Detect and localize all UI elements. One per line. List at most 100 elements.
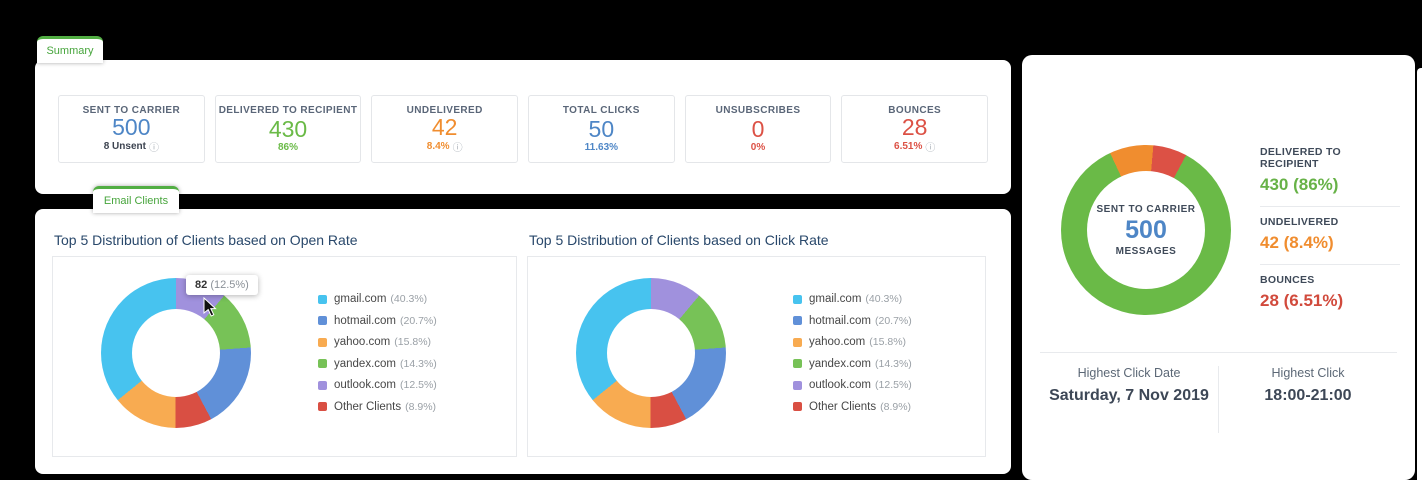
legend-item-yahoo[interactable]: yahoo.com (15.8%) <box>793 336 912 348</box>
highest-click-value: 18:00-21:00 <box>1264 387 1352 404</box>
legend-percent: (12.5%) <box>400 379 437 391</box>
highest-click-date-label: Highest Click Date <box>1077 366 1181 380</box>
legend-item-hotmail[interactable]: hotmail.com (20.7%) <box>793 315 912 327</box>
stat-undelivered: UNDELIVERED 42 8.4% ⓘ <box>371 95 519 163</box>
legend-name: gmail.com <box>334 293 387 305</box>
stat-sub: 8 Unsent ⓘ <box>104 139 159 154</box>
stat-value: 28 <box>901 114 928 140</box>
legend-item-yahoo[interactable]: yahoo.com (15.8%) <box>318 336 437 348</box>
tab-summary[interactable]: Summary <box>37 36 103 63</box>
delivery-stats-list: DELIVERED TO RECIPIENT 430 (86%) UNDELIV… <box>1260 137 1400 322</box>
legend-swatch <box>318 380 327 390</box>
side-stat-value: 430 (86%) <box>1260 175 1339 194</box>
click-rate-chart-block: Top 5 Distribution of Clients based on C… <box>527 209 986 457</box>
stat-delivered-to-recipient: DELIVERED TO RECIPIENT 430 86% <box>214 95 362 163</box>
legend-swatch <box>318 337 327 347</box>
summary-stats-row: SENT TO CARRIER 500 8 Unsent ⓘ DELIVERED… <box>35 60 1011 163</box>
stat-label: BOUNCES <box>888 105 942 116</box>
sent-to-carrier-donut-chart[interactable] <box>1061 145 1231 315</box>
legend-percent: (20.7%) <box>400 314 437 327</box>
legend-swatch <box>793 359 802 368</box>
highest-click-label: Highest Click <box>1271 366 1345 380</box>
side-stat-label: BOUNCES <box>1260 274 1315 286</box>
click-rate-chart-title: Top 5 Distribution of Clients based on C… <box>529 232 829 248</box>
side-stat-value: 42 (8.4%) <box>1260 233 1334 252</box>
stat-value: 50 <box>588 115 615 142</box>
legend-name: yahoo.com <box>809 336 866 348</box>
info-icon[interactable]: ⓘ <box>452 143 463 154</box>
info-icon[interactable]: ⓘ <box>148 143 159 154</box>
adjacent-card-edge <box>1417 68 1422 480</box>
stat-label: SENT TO CARRIER <box>82 105 181 116</box>
stat-sub-text: 8 Unsent <box>103 141 146 152</box>
legend-name: Other Clients <box>809 400 877 413</box>
stat-value: 0 <box>751 115 765 142</box>
stat-label: TOTAL CLICKS <box>562 105 640 116</box>
legend-percent: (14.3%) <box>400 357 437 370</box>
horizontal-divider <box>1040 352 1397 353</box>
legend-swatch <box>793 402 802 411</box>
tooltip-percent: (12.5%) <box>210 279 249 291</box>
legend-item-gmail[interactable]: gmail.com (40.3%) <box>318 293 437 305</box>
legend-swatch <box>318 402 327 411</box>
legend-percent: (15.8%) <box>869 336 907 348</box>
legend-percent: (14.3%) <box>875 357 912 370</box>
side-stat-label: DELIVERED TO RECIPIENT <box>1260 146 1342 170</box>
open-rate-legend: gmail.com (40.3%) hotmail.com (20.7%) ya… <box>318 293 437 413</box>
legend-item-other-clients[interactable]: Other Clients (8.9%) <box>318 401 437 413</box>
legend-item-gmail[interactable]: gmail.com (40.3%) <box>793 293 912 305</box>
stat-sub: 6.51% ⓘ <box>894 139 935 154</box>
legend-item-outlook[interactable]: outlook.com (12.5%) <box>318 379 437 391</box>
legend-item-yandex[interactable]: yandex.com (14.3%) <box>318 358 437 370</box>
click-rate-chart-panel: gmail.com (40.3%) hotmail.com (20.7%) ya… <box>527 256 986 457</box>
legend-swatch <box>318 294 327 304</box>
donut-hole <box>1087 171 1205 289</box>
mouse-cursor <box>203 297 217 317</box>
highest-click-section: Highest Click Date Saturday, 7 Nov 2019 … <box>1040 353 1397 463</box>
stat-bounces: BOUNCES 28 6.51% ⓘ <box>841 95 989 163</box>
legend-item-outlook[interactable]: outlook.com (12.5%) <box>793 379 912 391</box>
open-rate-chart-block: Top 5 Distribution of Clients based on O… <box>52 209 517 457</box>
legend-percent: (40.3%) <box>390 293 428 305</box>
tooltip-value: 82 <box>195 279 208 291</box>
legend-name: gmail.com <box>809 293 862 305</box>
stat-total-clicks: TOTAL CLICKS 50 11.63% <box>528 95 675 163</box>
legend-item-other-clients[interactable]: Other Clients (8.9%) <box>793 401 912 413</box>
stat-sub: 86% <box>278 142 298 153</box>
side-stat-bounces: BOUNCES 28 (6.51%) <box>1260 265 1400 322</box>
legend-percent: (15.8%) <box>394 336 432 348</box>
open-rate-donut-chart[interactable] <box>101 278 251 428</box>
stat-sub: 8.4% ⓘ <box>427 139 463 154</box>
legend-swatch <box>318 359 327 368</box>
legend-item-yandex[interactable]: yandex.com (14.3%) <box>793 358 912 370</box>
legend-name: outlook.com <box>809 379 872 391</box>
stat-sub: 0% <box>751 142 765 153</box>
click-rate-donut-chart[interactable] <box>576 278 726 428</box>
stat-sub-text: 11.63% <box>584 142 619 153</box>
tab-email-clients-label: Email Clients <box>103 195 169 207</box>
stat-sub-text: 0% <box>750 142 766 153</box>
stat-value: 500 <box>112 114 151 140</box>
legend-name: hotmail.com <box>809 314 871 327</box>
legend-percent: (20.7%) <box>875 314 912 327</box>
legend-item-hotmail[interactable]: hotmail.com (20.7%) <box>318 315 437 327</box>
legend-name: outlook.com <box>334 379 397 391</box>
legend-swatch <box>318 316 327 325</box>
legend-name: Other Clients <box>334 400 402 413</box>
highest-click-date-cell: Highest Click Date Saturday, 7 Nov 2019 <box>1040 353 1218 463</box>
info-icon[interactable]: ⓘ <box>925 143 936 154</box>
stat-label: DELIVERED TO RECIPIENT <box>218 105 358 116</box>
side-stat-delivered: DELIVERED TO RECIPIENT 430 (86%) <box>1260 137 1400 207</box>
stat-label: UNSUBSCRIBES <box>715 105 801 116</box>
stat-label: UNDELIVERED <box>406 105 483 116</box>
tab-summary-label: Summary <box>46 45 94 57</box>
legend-percent: (12.5%) <box>875 379 912 391</box>
legend-swatch <box>793 294 802 304</box>
tab-email-clients[interactable]: Email Clients <box>93 186 179 213</box>
legend-swatch <box>793 380 802 390</box>
stat-sub-text: 86% <box>278 142 299 153</box>
side-stat-value: 28 (6.51%) <box>1260 291 1344 310</box>
legend-swatch <box>793 316 802 325</box>
side-stat-label: UNDELIVERED <box>1260 216 1339 228</box>
